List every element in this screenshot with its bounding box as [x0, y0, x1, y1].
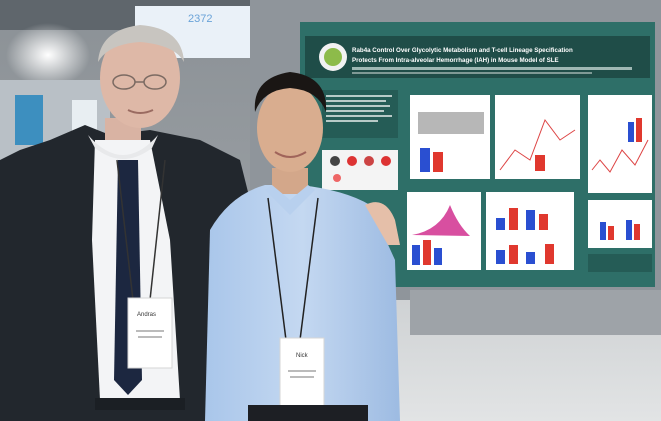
face-right [257, 84, 323, 172]
hand-on-shoulder [365, 202, 400, 245]
poster-title-bar [305, 36, 650, 78]
name-badge-left-text: Andras [137, 312, 156, 318]
poster-authors [352, 67, 632, 70]
hair-right [254, 72, 327, 112]
background-booth [15, 95, 43, 145]
person-right: Nick [205, 72, 400, 421]
poster-title-line1: Rab4a Control Over Glycolytic Metabolism… [352, 47, 573, 54]
poster-title-line2: Protects From Intra-alveolar Hemorrhage … [352, 57, 559, 64]
lanyard-right [267, 197, 287, 341]
lanyard-left [116, 159, 134, 301]
board-base [410, 290, 661, 335]
name-badge-right [279, 337, 325, 411]
name-badge-right-text: Nick [296, 353, 309, 359]
name-badge-left [127, 297, 173, 369]
poster-affiliations [352, 72, 592, 74]
poster-text-block [322, 90, 398, 138]
background-poster-text: 2372 [188, 13, 212, 25]
poster-text-block [588, 254, 652, 272]
neck-right [272, 168, 308, 194]
poster-figure [588, 200, 652, 248]
person-left: Andras [0, 25, 250, 421]
shirt-right [205, 185, 400, 421]
trousers-right [248, 405, 368, 421]
ceiling-light [6, 23, 90, 87]
belt [95, 398, 185, 410]
poster-figure [322, 150, 398, 190]
hair-left [98, 25, 184, 62]
face-left [100, 28, 180, 128]
poster-figure [588, 95, 652, 193]
